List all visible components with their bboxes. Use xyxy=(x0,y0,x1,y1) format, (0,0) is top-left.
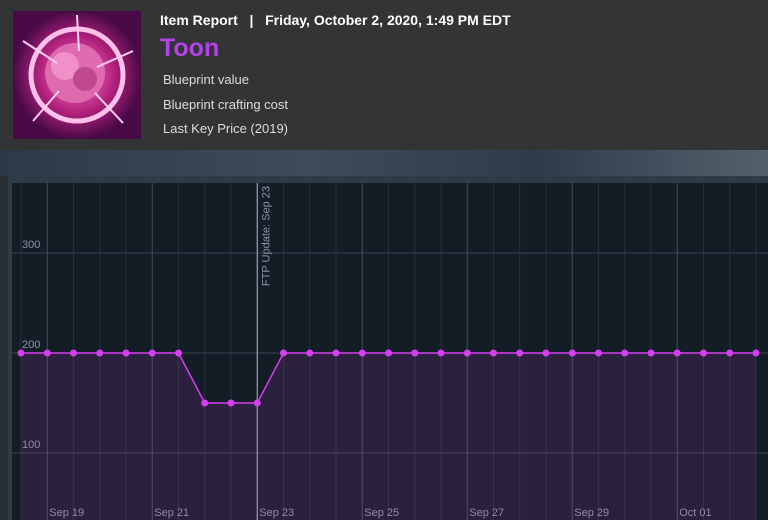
item-name: Toon xyxy=(160,34,220,62)
point xyxy=(148,349,156,357)
point xyxy=(332,349,340,357)
point xyxy=(621,349,629,357)
point xyxy=(647,349,655,357)
item-icon xyxy=(13,11,141,139)
x-tick-label: Sep 27 xyxy=(469,507,504,519)
point xyxy=(43,349,51,357)
area xyxy=(21,353,756,520)
point xyxy=(201,399,209,407)
point xyxy=(385,349,392,357)
y-tick-label: 100 xyxy=(22,439,40,451)
x-tick-label: Sep 29 xyxy=(574,507,609,519)
separator: | xyxy=(249,12,254,28)
point xyxy=(700,349,707,357)
point xyxy=(70,349,77,357)
x-tick-label: Oct 01 xyxy=(679,507,711,519)
detail: Blueprint value xyxy=(163,72,249,87)
point xyxy=(17,349,25,357)
point xyxy=(595,349,602,357)
point xyxy=(542,349,550,357)
report-label: Item Report xyxy=(160,12,238,28)
point xyxy=(568,349,576,357)
report-line: Item Report | Friday, October 2, 2020, 1… xyxy=(160,12,511,28)
x-tick-label: Sep 21 xyxy=(154,507,189,519)
point xyxy=(726,349,734,357)
point xyxy=(96,349,104,357)
point xyxy=(253,399,261,407)
point xyxy=(516,349,524,357)
y-tick-label: 200 xyxy=(22,339,40,351)
point xyxy=(280,349,287,357)
point xyxy=(411,349,419,357)
point xyxy=(306,349,314,357)
header: Item Report | Friday, October 2, 2020, 1… xyxy=(0,0,768,150)
x-tick-label: Sep 19 xyxy=(49,507,84,519)
background-scene xyxy=(0,150,768,176)
annotation-text: FTP Update: Sep 23 xyxy=(260,186,272,286)
point xyxy=(752,349,760,357)
point xyxy=(463,349,471,357)
point xyxy=(437,349,445,357)
detail: Blueprint crafting cost xyxy=(163,97,289,112)
x-tick-label: Sep 23 xyxy=(259,507,294,519)
point xyxy=(490,349,497,357)
report-date: Friday, October 2, 2020, 1:49 PM EDT xyxy=(265,12,511,28)
point xyxy=(673,349,681,357)
point xyxy=(175,349,182,357)
point xyxy=(358,349,366,357)
point xyxy=(227,399,235,407)
detail: Last Key Price (2019) xyxy=(163,121,289,136)
point xyxy=(122,349,130,357)
x-tick-label: Sep 25 xyxy=(364,507,399,519)
y-tick-label: 300 xyxy=(22,239,40,251)
